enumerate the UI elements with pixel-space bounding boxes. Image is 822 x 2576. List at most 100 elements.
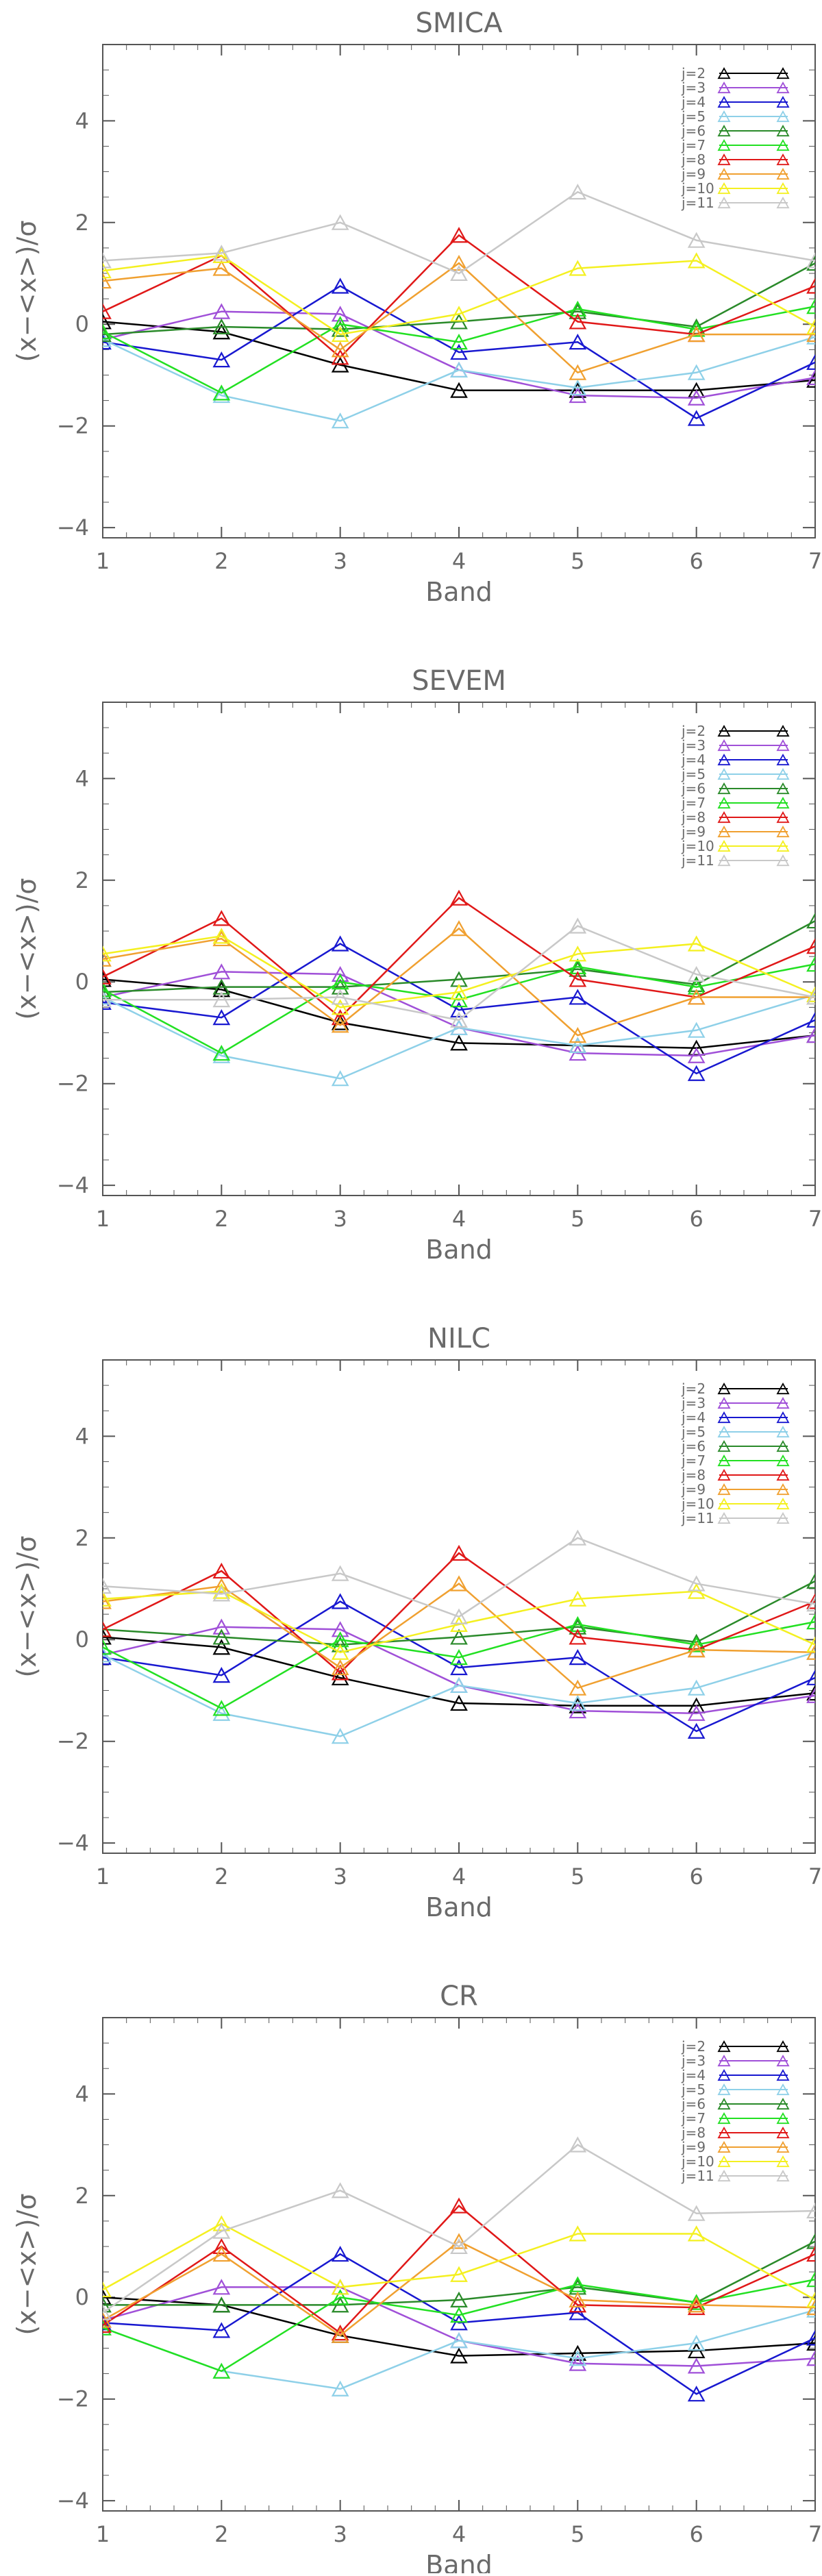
- data-point: [569, 989, 587, 1005]
- legend-label: j=3: [681, 79, 706, 96]
- legend-label: j=3: [681, 737, 706, 754]
- data-point: [569, 2355, 587, 2371]
- data-point: [331, 935, 349, 952]
- legend: j=2j=3j=4j=5j=6j=7j=8j=9j=10j=11: [681, 2038, 790, 2184]
- series-line: [103, 285, 815, 419]
- data-point: [806, 277, 815, 294]
- data-point: [687, 978, 706, 995]
- series-line: [103, 254, 815, 336]
- data-point: [212, 2279, 231, 2295]
- data-point: [450, 1694, 468, 1711]
- data-point: [806, 1613, 815, 1630]
- data-point: [103, 968, 112, 984]
- data-point: [806, 369, 815, 386]
- series-line: [103, 993, 815, 1080]
- data-point: [806, 318, 815, 334]
- data-point: [806, 255, 815, 271]
- x-tick-label: 6: [689, 548, 703, 574]
- legend-label: j=2: [681, 65, 706, 82]
- data-point: [806, 2233, 815, 2249]
- y-tick-label: 0: [75, 2284, 89, 2310]
- legend-marker: [776, 1396, 790, 1409]
- data-point: [212, 386, 231, 404]
- legend-marker: [776, 724, 790, 737]
- data-point: [450, 991, 468, 1008]
- legend-label: j=10: [681, 1496, 714, 1512]
- data-point: [569, 386, 587, 404]
- data-point: [569, 1044, 587, 1061]
- legend-marker: [717, 1411, 731, 1424]
- data-point: [331, 356, 349, 373]
- series-line: [103, 935, 815, 1008]
- data-point: [331, 214, 349, 230]
- data-point: [103, 1646, 112, 1663]
- legend-marker: [776, 2068, 790, 2081]
- data-point: [331, 2182, 349, 2199]
- data-point: [569, 961, 587, 977]
- legend-label: j=11: [681, 195, 714, 211]
- legend-marker: [776, 796, 790, 809]
- legend-marker: [717, 739, 731, 752]
- data-point: [331, 2380, 349, 2397]
- data-point: [103, 2319, 112, 2336]
- data-point: [212, 1618, 231, 1635]
- legend-marker: [776, 66, 790, 79]
- data-point: [103, 323, 112, 340]
- data-point: [450, 1544, 468, 1561]
- legend-label: j=11: [681, 852, 714, 869]
- series-line: [103, 2253, 815, 2395]
- data-point: [103, 262, 112, 279]
- data-point: [569, 2344, 587, 2361]
- series-line: [103, 1552, 815, 1674]
- y-axis-label: (x−<x>)/σ: [12, 220, 42, 362]
- data-point: [212, 260, 231, 276]
- data-point: [212, 1700, 231, 1716]
- data-point: [450, 2314, 468, 2331]
- data-point: [450, 2197, 468, 2214]
- series-line: [103, 321, 815, 391]
- y-tick-label: 0: [75, 1626, 89, 1652]
- legend-label: j=3: [681, 2053, 706, 2069]
- legend-marker: [776, 753, 790, 766]
- data-point: [103, 945, 112, 962]
- data-point: [450, 2266, 468, 2282]
- series-line: [103, 1537, 815, 1618]
- legend-marker: [776, 2040, 790, 2053]
- x-tick-label: 1: [96, 2521, 110, 2547]
- data-point: [569, 2291, 587, 2307]
- series-j11: [103, 917, 815, 1028]
- data-point: [687, 2205, 706, 2221]
- series-j11: [103, 2136, 815, 2320]
- y-axis-label: (x−<x>)/σ: [12, 2193, 42, 2335]
- x-tick-label: 2: [214, 1206, 228, 1232]
- legend-marker: [717, 810, 731, 823]
- data-point: [450, 313, 468, 330]
- data-point: [569, 1037, 587, 1054]
- y-tick-label: −4: [57, 515, 89, 541]
- data-point: [806, 371, 815, 388]
- data-point: [450, 1011, 468, 1028]
- data-point: [687, 1583, 706, 1599]
- series-line: [103, 262, 815, 374]
- x-axis-label: Band: [425, 1892, 493, 1922]
- legend-label: j=5: [681, 1424, 706, 1440]
- x-tick-label: 1: [96, 1863, 110, 1890]
- series-line: [103, 2286, 815, 2367]
- legend-label: j=8: [681, 809, 706, 826]
- legend-label: j=2: [681, 2038, 706, 2055]
- plot-frame: [102, 1359, 816, 1854]
- legend-label: j=6: [681, 780, 706, 797]
- data-point: [331, 1728, 349, 1744]
- data-point: [806, 2202, 815, 2219]
- legend-label: j=10: [681, 838, 714, 854]
- data-point: [450, 1649, 468, 1665]
- data-point: [212, 1009, 231, 1026]
- data-point: [331, 2279, 349, 2295]
- legend-marker: [717, 1511, 731, 1524]
- series-j10: [103, 928, 815, 1015]
- legend-label: j=2: [681, 723, 706, 739]
- legend: j=2j=3j=4j=5j=6j=7j=8j=9j=10j=11: [681, 1380, 790, 1526]
- data-point: [569, 2350, 587, 2366]
